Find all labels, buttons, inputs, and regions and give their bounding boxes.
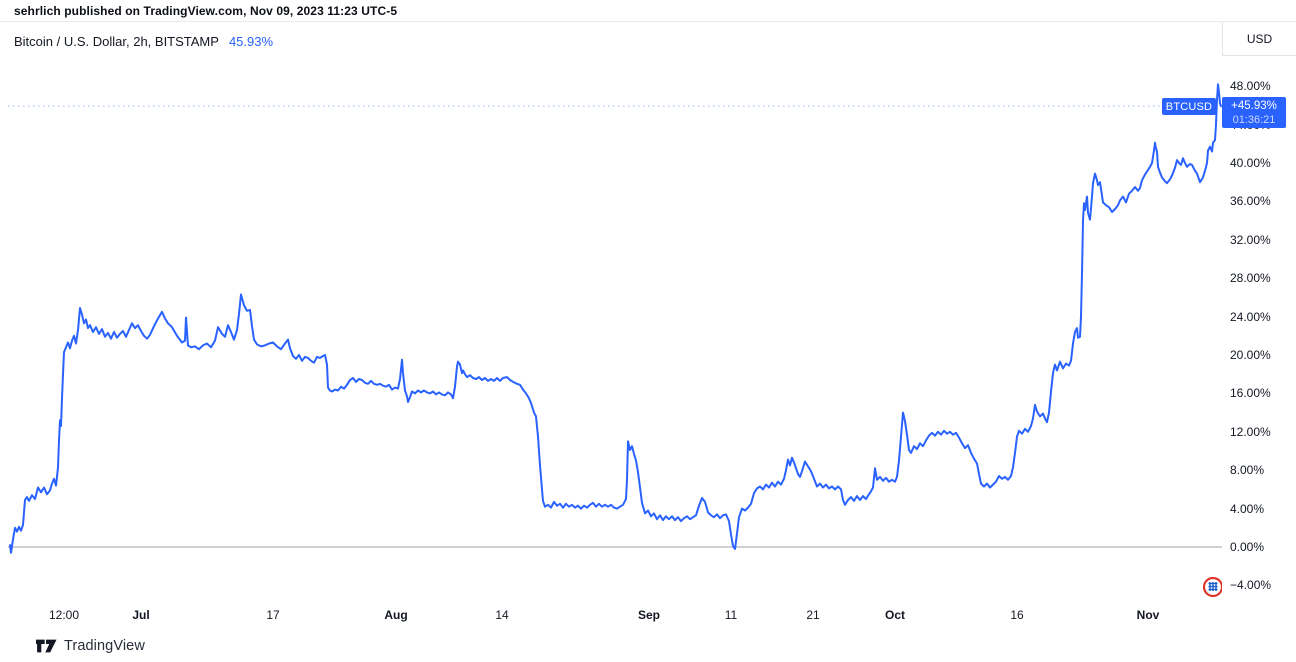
- price-axis-tick: 12.00%: [1230, 424, 1271, 439]
- time-axis-tick: 16: [1010, 608, 1024, 622]
- time-axis-tick: Sep: [637, 608, 661, 622]
- time-axis-tick: Jul: [132, 608, 150, 622]
- time-axis-tick: 14: [495, 608, 509, 622]
- currency-unit-button[interactable]: USD: [1222, 22, 1296, 56]
- symbol-price-label: BTCUSD: [1162, 98, 1216, 115]
- time-axis[interactable]: 12:00 Jul 17 Aug 14 Sep 11 21 Oct 16 Nov: [0, 604, 1222, 630]
- price-axis-tick: −4.00%: [1230, 578, 1272, 593]
- price-axis-tick: 4.00%: [1230, 501, 1265, 516]
- exchange-logo-icon: [1203, 577, 1223, 597]
- bar-countdown-timer: 01:36:21: [1232, 113, 1276, 126]
- change-percent-value: 45.93%: [228, 34, 274, 49]
- chart-legend: Bitcoin / U.S. Dollar, 2h, BITSTAMP 45.9…: [14, 34, 273, 49]
- time-axis-tick: Aug: [384, 608, 408, 622]
- price-axis-tick: 24.00%: [1230, 309, 1271, 324]
- price-axis-tick: 48.00%: [1230, 79, 1271, 94]
- attribution-text: sehrlich published on TradingView.com, N…: [14, 3, 398, 18]
- tradingview-logo-link[interactable]: TradingView: [36, 637, 145, 655]
- time-axis-tick: 21: [806, 608, 820, 622]
- price-axis-tick: 32.00%: [1230, 232, 1271, 247]
- price-axis-tick: 8.00%: [1230, 463, 1265, 478]
- time-axis-tick: 12:00: [48, 608, 80, 622]
- attribution-bar: sehrlich published on TradingView.com, N…: [0, 0, 1296, 22]
- price-axis-tick: 0.00%: [1230, 540, 1265, 554]
- time-axis-tick: Oct: [884, 608, 906, 622]
- time-axis-tick: Nov: [1136, 608, 1160, 622]
- symbol-title[interactable]: Bitcoin / U.S. Dollar, 2h, BITSTAMP: [14, 34, 219, 49]
- tradingview-logo-text: TradingView: [64, 638, 145, 654]
- price-axis[interactable]: 48.00%44.00%40.00%36.00%32.00%28.00%24.0…: [1222, 56, 1296, 606]
- price-axis-tick: 36.00%: [1230, 194, 1271, 209]
- tradingview-logo-icon: [36, 639, 57, 653]
- time-axis-tick: 17: [266, 608, 280, 622]
- price-axis-tick: 40.00%: [1230, 156, 1271, 170]
- price-axis-tick: 16.00%: [1230, 386, 1271, 401]
- price-axis-tick: 20.00%: [1230, 348, 1271, 362]
- last-value-badge[interactable]: +45.93% 01:36:21: [1222, 97, 1286, 128]
- currency-unit-label: USD: [1246, 31, 1273, 46]
- last-value-text: +45.93%: [1231, 99, 1277, 112]
- price-series-line: [9, 83, 1222, 554]
- time-axis-tick: 11: [724, 608, 738, 622]
- price-axis-tick: 28.00%: [1230, 271, 1271, 286]
